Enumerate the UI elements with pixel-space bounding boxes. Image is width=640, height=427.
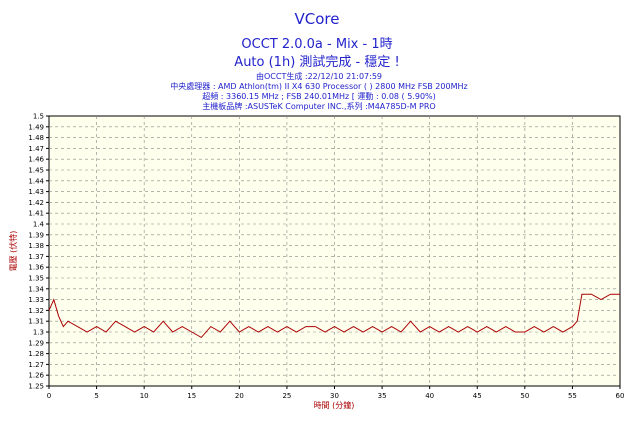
chart-subtitle-2: Auto (1h) 測試完成 - 穩定 ! (234, 54, 399, 70)
y-tick-label: 1.44 (28, 177, 44, 185)
x-tick-label: 15 (187, 392, 196, 400)
y-tick-label: 1.43 (28, 188, 44, 196)
info-generated: 由OCCT生成 :22/12/10 21:07:59 (256, 71, 382, 81)
info-overclock: 超頻 : 3360.15 MHz ; FSB 240.01MHz [ 運動 : … (202, 91, 436, 101)
x-tick-label: 45 (473, 392, 482, 400)
y-tick-label: 1.27 (28, 361, 44, 369)
y-tick-label: 1.31 (28, 318, 44, 326)
y-tick-label: 1.29 (28, 339, 44, 347)
info-cpu: 中央處理器 : AMD Athlon(tm) II X4 630 Process… (170, 81, 467, 91)
y-tick-label: 1.4 (33, 221, 45, 229)
y-tick-label: 1.49 (28, 123, 44, 131)
y-tick-label: 1.45 (28, 167, 44, 175)
x-axis-label: 時間 (分鐘) (314, 400, 355, 410)
y-tick-label: 1.48 (28, 134, 44, 142)
y-tick-label: 1.35 (28, 275, 44, 283)
y-tick-label: 1.38 (28, 242, 44, 250)
y-tick-label: 1.5 (33, 113, 44, 121)
x-tick-label: 10 (140, 392, 149, 400)
y-tick-label: 1.42 (28, 199, 44, 207)
y-tick-label: 1.34 (28, 285, 44, 293)
y-tick-label: 1.47 (28, 145, 44, 153)
y-tick-label: 1.46 (28, 156, 44, 164)
x-tick-label: 30 (330, 392, 339, 400)
x-tick-label: 50 (520, 392, 529, 400)
x-tick-label: 35 (378, 392, 387, 400)
x-tick-label: 40 (425, 392, 434, 400)
y-tick-label: 1.26 (28, 372, 44, 380)
tick-labels: 0 5 10 15 20 25 30 35 40 45 50 55 60 1.25 1.26 1.27 1.28… (28, 113, 624, 401)
x-tick-label: 5 (94, 392, 98, 400)
y-tick-label: 1.33 (28, 296, 44, 304)
y-tick-label: 1.37 (28, 253, 44, 261)
y-tick-label: 1.32 (28, 307, 44, 315)
y-tick-label: 1.39 (28, 231, 44, 239)
y-tick-label: 1.28 (28, 350, 44, 358)
y-axis-label: 電壓 (伏特) (8, 231, 18, 272)
series-line (48, 293, 620, 339)
y-tick-label: 1.3 (33, 329, 44, 337)
chart-subtitle-1: OCCT 2.0.0a - Mix - 1時 (241, 37, 392, 52)
y-tick-label: 1.41 (28, 210, 44, 218)
x-tick-label: 20 (235, 392, 244, 400)
grid-lines (49, 116, 620, 386)
x-tick-label: 25 (282, 392, 291, 400)
y-tick-label: 1.36 (28, 264, 44, 272)
x-tick-label: 55 (568, 392, 577, 400)
y-tick-label: 1.25 (28, 383, 44, 391)
chart-title: VCore (295, 10, 340, 28)
x-tick-label: 0 (47, 392, 51, 400)
info-motherboard: 主機板品牌 :ASUSTeK Computer INC.,系列 :M4A785D… (202, 101, 435, 111)
x-tick-label: 60 (616, 392, 625, 400)
